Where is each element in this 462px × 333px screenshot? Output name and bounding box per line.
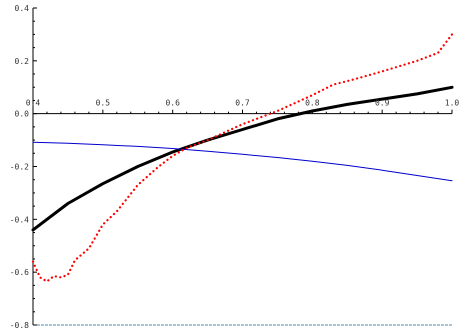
x-tick-label: 0.4 (26, 99, 41, 108)
y-tick-label: -0.2 (10, 163, 29, 172)
series-line-1 (31, 85, 454, 232)
y-tick-label: 0.2 (15, 57, 30, 66)
y-tick-label: -0.8 (10, 321, 29, 330)
x-tick-label: 0.8 (305, 99, 320, 108)
x-tick-label: 0.9 (375, 99, 390, 108)
series-line-2 (32, 141, 453, 182)
y-tick-label: 0.0 (15, 110, 30, 119)
axes (32, 7, 453, 326)
x-tick-label: 0.5 (96, 99, 111, 108)
x-tick-label: 1.0 (445, 99, 460, 108)
x-tick-label: 0.6 (165, 99, 180, 108)
y-tick-label: -0.6 (10, 268, 29, 277)
series-layer (31, 33, 454, 283)
x-tick-label: 0.7 (235, 99, 250, 108)
y-tick-label: -0.4 (10, 215, 29, 224)
series-line-3 (31, 33, 454, 283)
y-tick-label: 0.4 (15, 4, 30, 13)
tick-labels: 0.4 0.2 0.0 -0.2 -0.4 -0.6 -0.8 0.4 0.5 0.6 0.7 0.8… (10, 4, 460, 330)
